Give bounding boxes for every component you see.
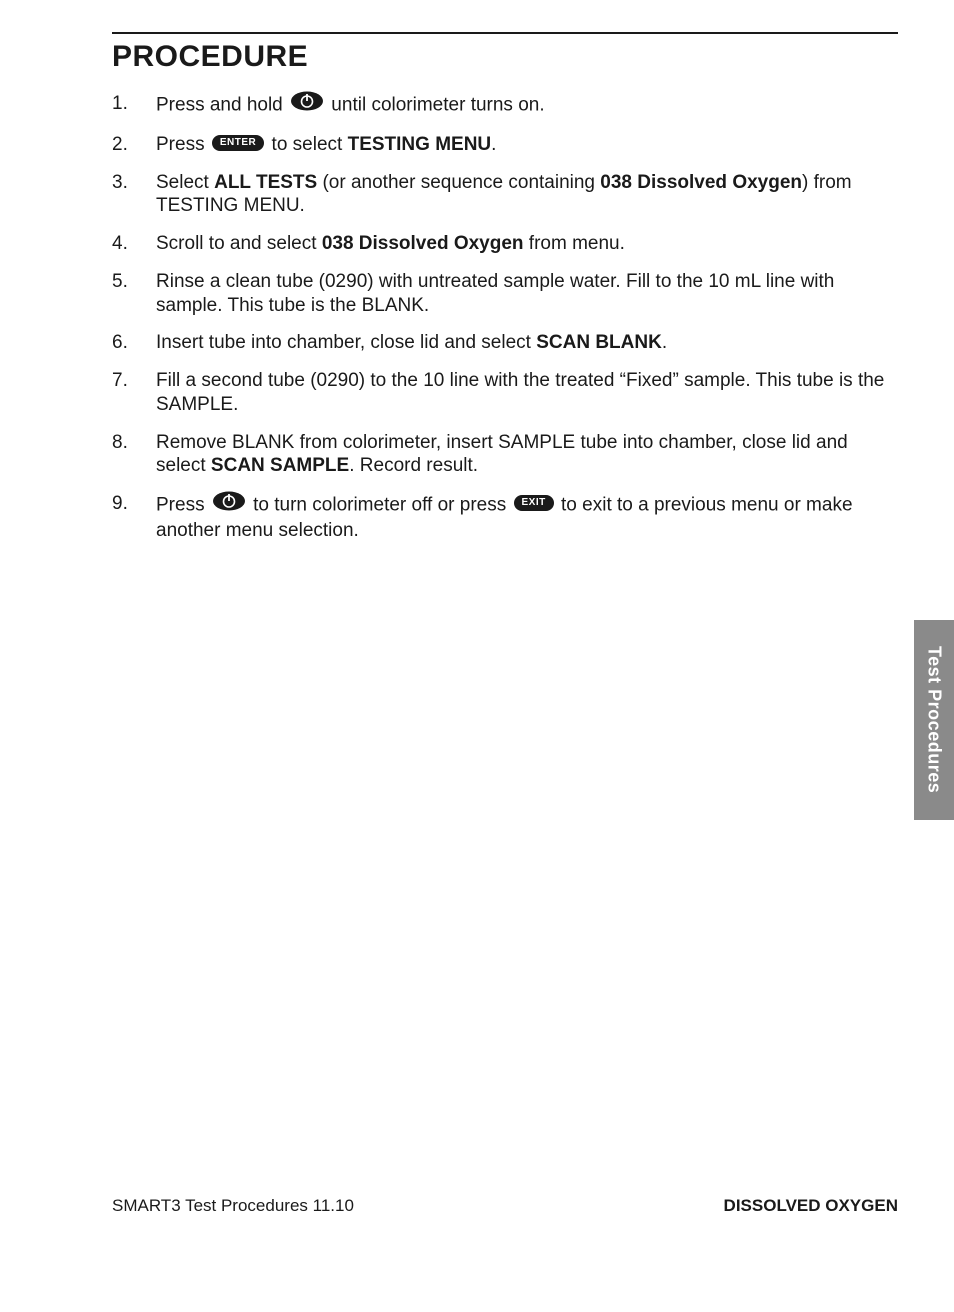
step-bold: TESTING MENU: [348, 134, 492, 155]
step-text: to select: [266, 134, 347, 155]
procedure-list: Press and hold until colorimeter turns o…: [112, 92, 898, 543]
step-bold: 038 Dissolved Oxygen: [322, 233, 524, 254]
horizontal-rule: [112, 32, 898, 34]
step-text: Scroll to and select: [156, 233, 322, 254]
step-bold: SCAN SAMPLE: [211, 455, 349, 476]
step-text: Select: [156, 172, 214, 193]
step-text: Press and hold: [156, 94, 288, 115]
step-text: Press: [156, 134, 210, 155]
step-8: Remove BLANK from colorimeter, insert SA…: [112, 431, 898, 479]
footer-left: SMART3 Test Procedures 11.10: [112, 1196, 354, 1216]
step-7: Fill a second tube (0290) to the 10 line…: [112, 369, 898, 417]
page-footer: SMART3 Test Procedures 11.10 DISSOLVED O…: [112, 1196, 898, 1216]
step-text: from menu.: [524, 233, 625, 254]
power-icon: [290, 91, 324, 118]
exit-button-icon: EXIT: [514, 495, 554, 511]
step-bold: 038 Dissolved Oxygen: [600, 172, 802, 193]
step-bold: ALL TESTS: [214, 172, 317, 193]
footer-right: DISSOLVED OXYGEN: [724, 1196, 898, 1216]
step-text: Rinse a clean tube (0290) with untreated…: [156, 271, 834, 316]
step-text: .: [491, 134, 496, 155]
step-text: Insert tube into chamber, close lid and …: [156, 332, 536, 353]
step-text: Fill a second tube (0290) to the 10 line…: [156, 370, 884, 415]
step-text: Press: [156, 494, 210, 515]
step-1: Press and hold until colorimeter turns o…: [112, 92, 898, 119]
section-tab: Test Procedures: [914, 620, 954, 820]
step-text: .: [662, 332, 667, 353]
step-6: Insert tube into chamber, close lid and …: [112, 331, 898, 355]
step-text: to turn colorimeter off or press: [248, 494, 512, 515]
document-page: PROCEDURE Press and hold until colorimet…: [0, 0, 954, 1312]
step-2: Press ENTER to select TESTING MENU.: [112, 133, 898, 157]
enter-button-icon: ENTER: [212, 135, 264, 151]
step-4: Scroll to and select 038 Dissolved Oxyge…: [112, 232, 898, 256]
step-text: until colorimeter turns on.: [326, 94, 545, 115]
step-bold: SCAN BLANK: [536, 332, 662, 353]
step-text: (or another sequence containing: [317, 172, 600, 193]
step-5: Rinse a clean tube (0290) with untreated…: [112, 270, 898, 318]
section-heading: PROCEDURE: [112, 40, 898, 74]
step-9: Press to turn colorimeter off or press E…: [112, 492, 898, 543]
power-icon: [212, 491, 246, 518]
step-text: . Record result.: [349, 455, 478, 476]
step-3: Select ALL TESTS (or another sequence co…: [112, 171, 898, 219]
